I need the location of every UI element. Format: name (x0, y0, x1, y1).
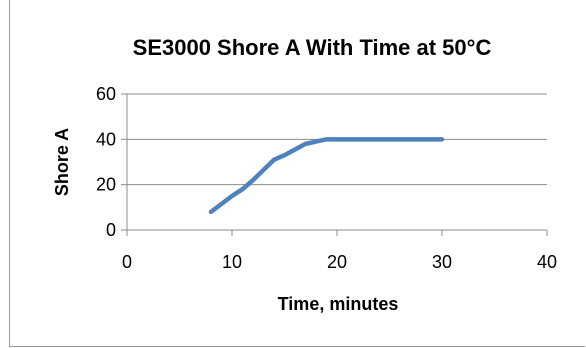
x-tick-label: 20 (327, 252, 347, 272)
tick-labels: 0 20 40 60 0 10 20 30 40 (96, 84, 557, 272)
chart-container: SE3000 Shore A With Time at 50°C 0 20 40 60… (9, 0, 585, 347)
series-line (208, 137, 445, 215)
x-tick-label: 40 (537, 252, 557, 272)
y-tick-label: 60 (96, 84, 116, 104)
x-tick-label: 10 (222, 252, 242, 272)
x-axis-title: Time, minutes (278, 294, 399, 314)
axes (121, 93, 548, 236)
chart-title: SE3000 Shore A With Time at 50°C (133, 35, 492, 60)
y-tick-label: 20 (96, 175, 116, 195)
x-tick-label: 0 (122, 252, 132, 272)
line-chart: SE3000 Shore A With Time at 50°C 0 20 40 60… (52, 35, 557, 314)
x-tick-label: 30 (432, 252, 452, 272)
y-tick-label: 0 (106, 220, 116, 240)
series-layer (208, 137, 445, 215)
y-tick-label: 40 (96, 129, 116, 149)
y-axis-title: Shore A (52, 128, 72, 196)
